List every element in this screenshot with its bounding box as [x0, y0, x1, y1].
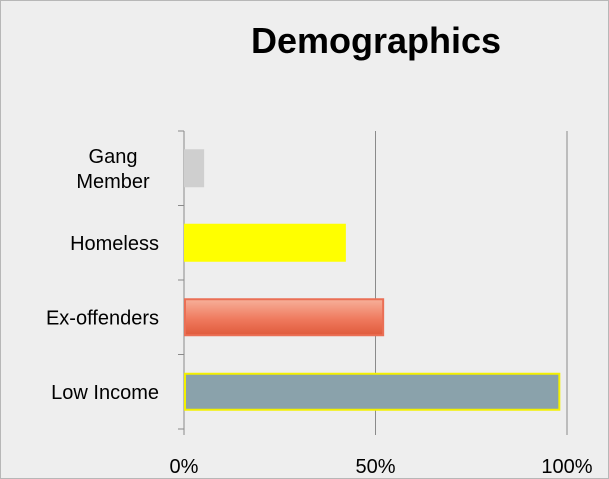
category-label: Homeless [70, 233, 159, 255]
bar-low-income [184, 372, 561, 411]
x-tick-label: 0% [170, 456, 199, 478]
bar-ex-offenders [184, 298, 385, 337]
bar-gang-member [184, 149, 205, 188]
category-label: Member [76, 171, 150, 193]
category-label: Gang [89, 146, 138, 168]
bar-homeless [184, 223, 346, 262]
x-tick-label: 50% [355, 456, 395, 478]
category-label: Low Income [51, 382, 159, 404]
category-label: Ex-offenders [46, 307, 159, 329]
chart-title: Demographics [250, 20, 502, 61]
x-tick-label: 100% [541, 456, 592, 478]
